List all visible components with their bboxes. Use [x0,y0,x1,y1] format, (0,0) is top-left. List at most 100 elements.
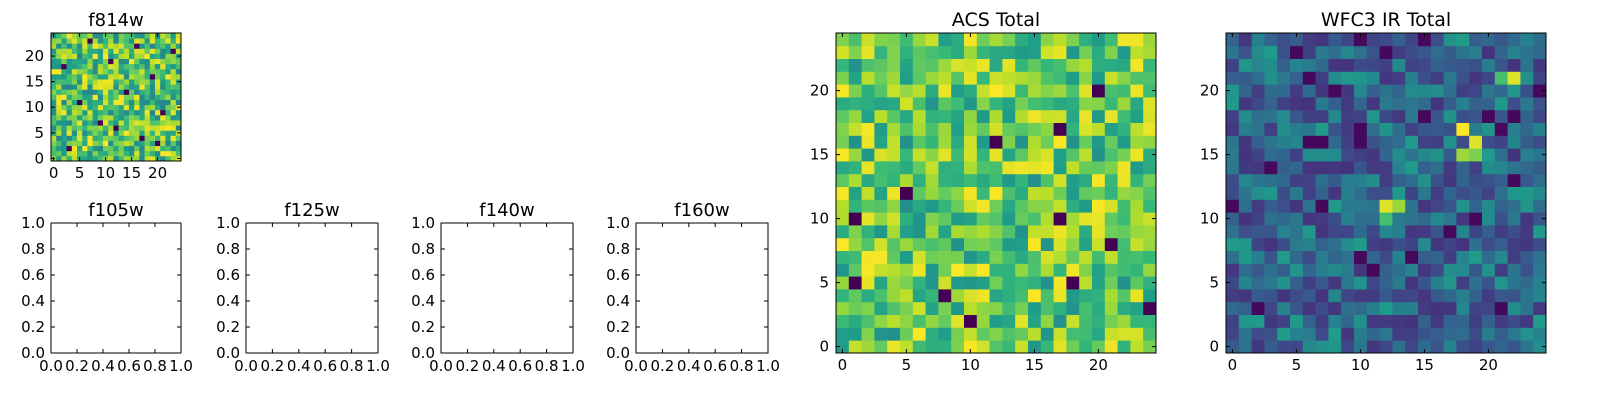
heatmap-cell [144,43,151,49]
heatmap-cell [1226,237,1240,251]
heatmap-cell [144,84,151,90]
heatmap-cell [1028,148,1042,162]
heatmap-cell [103,150,109,157]
heatmap-cell [1226,327,1240,341]
heatmap-cell [170,33,177,39]
heatmap-cell [1117,71,1131,85]
heatmap-cell [144,94,151,100]
heatmap-cell [97,125,104,131]
heatmap-cell [912,148,926,162]
heatmap-cell [1277,33,1291,47]
heatmap-cell [1405,289,1419,303]
heatmap-cell [1053,122,1067,136]
heatmap-cell [165,120,171,126]
heatmap-cell [1418,263,1432,277]
heatmap-cell [1066,301,1080,315]
heatmap-cell [160,104,166,111]
heatmap-cell [144,120,151,126]
heatmap-cell [874,71,888,85]
heatmap-cell [92,48,99,54]
heatmap-cell [82,150,88,157]
heatmap-cell [848,263,862,277]
heatmap-cell [1092,84,1106,98]
heatmap-cell [61,120,67,126]
heatmap-cell [1443,122,1457,136]
heatmap-cell [1520,161,1534,175]
heatmap-cell [1533,237,1547,251]
heatmap-cell [887,135,901,149]
heatmap-cell [874,97,888,111]
heatmap-cell [1315,45,1329,59]
heatmap-cell [144,125,151,131]
heatmap-cell [1117,45,1131,59]
heatmap-cell [900,97,914,111]
heatmap-cell [1251,327,1265,341]
heatmap-cell [848,33,862,47]
heatmap-cell [170,125,177,131]
heatmap-cell [77,114,83,121]
x-tick-label: 1.0 [756,357,780,375]
heatmap-cell [1104,33,1118,47]
heatmap-cell [1341,122,1355,136]
heatmap-cell [51,114,57,121]
heatmap-cell [51,48,57,54]
heatmap-cell [97,130,104,136]
heatmap-cell [1341,186,1355,200]
heatmap-cell [1507,135,1521,149]
heatmap-cell [1238,250,1252,264]
heatmap-cell [861,186,875,200]
heatmap-cell [1366,71,1380,85]
heatmap-cell [925,250,939,264]
heatmap-cell [861,161,875,175]
heatmap-cell [848,84,862,98]
heatmap-cell [149,140,156,147]
heatmap-cell [56,58,62,65]
heatmap-cell [1092,173,1106,187]
x-tick-label: 5 [902,356,912,374]
heatmap-cell [139,145,145,152]
heatmap-cell [92,58,99,65]
heatmap-cell [61,33,67,39]
heatmap-cell [108,120,114,126]
y-tick-label: 0.0 [411,344,435,362]
heatmap-cell [77,89,83,95]
heatmap-cell [1328,250,1342,264]
heatmap-cell [56,135,62,141]
heatmap-cell [1079,263,1093,277]
heatmap-cell [1226,148,1240,162]
heatmap-cell [1366,186,1380,200]
heatmap-cell [1251,340,1265,354]
heatmap-cell [1392,250,1406,264]
heatmap-cell [71,109,78,116]
heatmap-cell [113,99,119,106]
heatmap-cell [129,53,135,59]
heatmap-cell [976,225,990,239]
heatmap-cell [976,135,990,149]
heatmap-cell [149,68,156,75]
heatmap-cell [155,130,161,136]
heatmap-cell [912,237,926,251]
heatmap-cell [1328,173,1342,187]
heatmap-cell [82,84,88,90]
x-tick-label: 0 [838,356,848,374]
heatmap-cell [874,33,888,47]
heatmap-cell [1053,135,1067,149]
heatmap-cell [1443,225,1457,239]
heatmap-cell [861,289,875,303]
heatmap-cell [165,89,171,95]
y-tick-label: 10 [25,98,44,116]
heatmap-cell [87,145,93,152]
heatmap-cell [1117,212,1131,226]
heatmap-cell [1507,71,1521,85]
heatmap-cell [82,58,88,65]
heatmap-cell [1302,327,1316,341]
heatmap-cell [1079,250,1093,264]
heatmap-cell [61,53,67,59]
heatmap-cell [912,135,926,149]
heatmap-cell [1469,276,1483,290]
heatmap-cell [123,63,130,70]
heatmap-cell [1379,173,1393,187]
heatmap-cell [861,148,875,162]
heatmap-cell [1251,186,1265,200]
